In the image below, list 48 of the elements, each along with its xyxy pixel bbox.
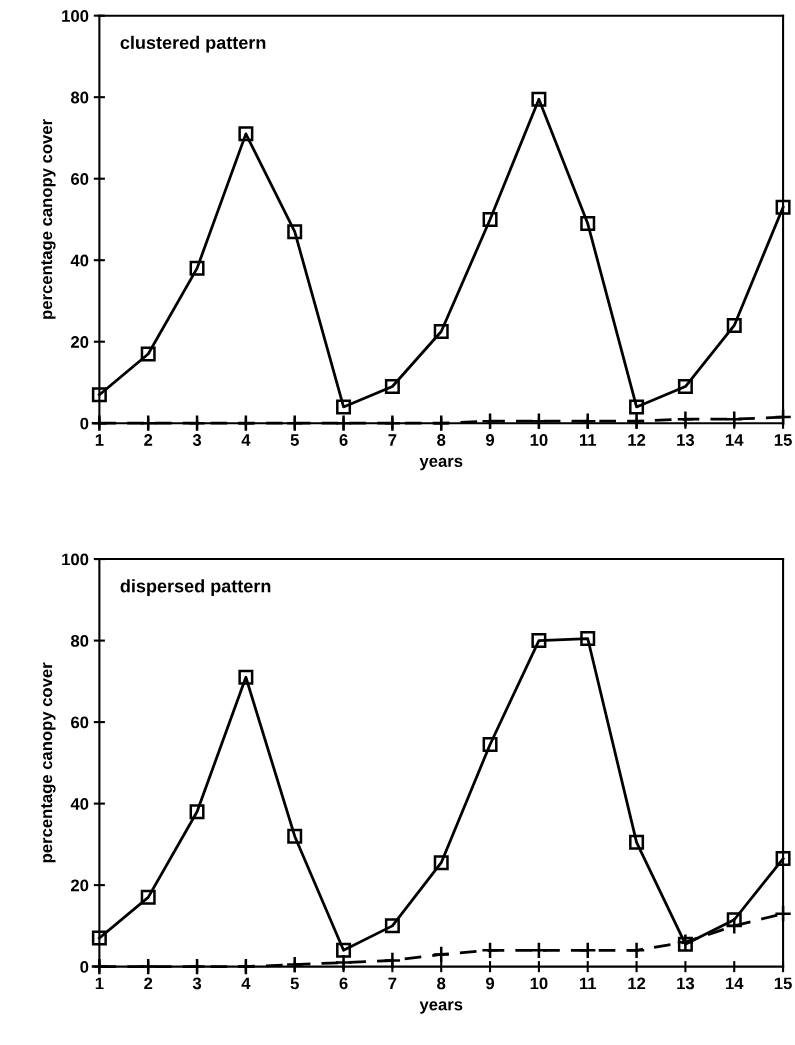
y-tick-label: 40 — [70, 254, 89, 267]
x-tick-label: 2 — [144, 434, 153, 446]
x-axis-title: years — [419, 1001, 463, 1014]
x-tick-label: 10 — [530, 977, 548, 990]
y-tick-label: 0 — [80, 961, 89, 973]
x-axis-title: years — [419, 457, 463, 471]
y-tick-label: 60 — [71, 716, 89, 729]
x-tick-label: 13 — [677, 434, 695, 446]
text: clustered pattern — [120, 35, 266, 53]
x-tick-label: 14 — [726, 977, 744, 990]
y-tick-label: 80 — [70, 91, 89, 104]
x-tick-label: 11 — [579, 977, 597, 990]
x-tick-label: 5 — [290, 977, 299, 990]
x-tick-label: 2 — [144, 977, 153, 990]
y-tick-label: 80 — [70, 634, 89, 647]
x-tick-label: 4 — [241, 977, 251, 990]
x-tick-label: 15 — [774, 434, 792, 446]
y-axis-title: percentage canopy cover — [41, 662, 56, 863]
x-tick-label: 12 — [628, 977, 646, 990]
y-tick-label: 40 — [70, 798, 89, 810]
y-tick-label: 100 — [62, 10, 89, 22]
x-tick-label: 1 — [95, 434, 104, 446]
x-tick-label: 13 — [677, 977, 695, 990]
x-tick-label: 3 — [192, 434, 202, 446]
x-tick-label: 8 — [437, 977, 446, 990]
x-tick-label: 10 — [530, 434, 548, 446]
y-tick-label: 20 — [71, 336, 89, 348]
y-tick-label: 60 — [71, 173, 89, 185]
x-tick-label: 1 — [95, 977, 104, 990]
x-tick-label: 7 — [388, 977, 397, 990]
x-tick-label: 7 — [388, 434, 397, 446]
x-tick-label: 5 — [290, 434, 299, 446]
x-tick-label: 15 — [774, 977, 792, 990]
y-tick-label: 0 — [80, 417, 89, 430]
x-tick-label: 11 — [579, 434, 597, 446]
y-tick-label: 100 — [62, 553, 89, 566]
x-tick-label: 9 — [486, 977, 495, 990]
text: dispersed pattern — [120, 579, 271, 597]
x-tick-label: 14 — [726, 434, 744, 446]
x-tick-label: 9 — [486, 434, 495, 446]
x-tick-label: 6 — [339, 434, 348, 446]
x-tick-label: 12 — [628, 434, 646, 446]
y-axis-title: percentage canopy cover — [41, 119, 56, 319]
y-tick-label: 20 — [71, 879, 89, 892]
x-tick-label: 3 — [192, 977, 202, 990]
x-tick-label: 6 — [339, 977, 348, 990]
x-tick-label: 8 — [437, 434, 446, 446]
x-tick-label: 4 — [241, 434, 251, 446]
